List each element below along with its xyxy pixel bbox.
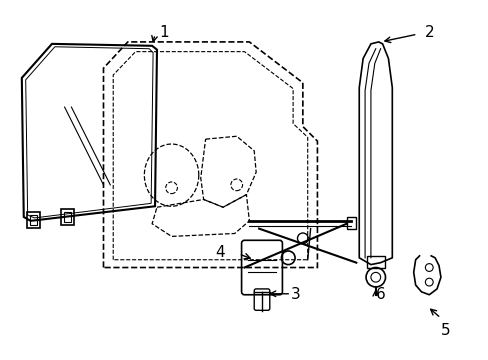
Text: 2: 2	[424, 25, 433, 40]
Text: 5: 5	[440, 323, 449, 338]
Text: 6: 6	[375, 287, 385, 302]
Text: 4: 4	[215, 246, 224, 260]
Text: 1: 1	[159, 25, 168, 40]
Text: 3: 3	[290, 287, 300, 302]
